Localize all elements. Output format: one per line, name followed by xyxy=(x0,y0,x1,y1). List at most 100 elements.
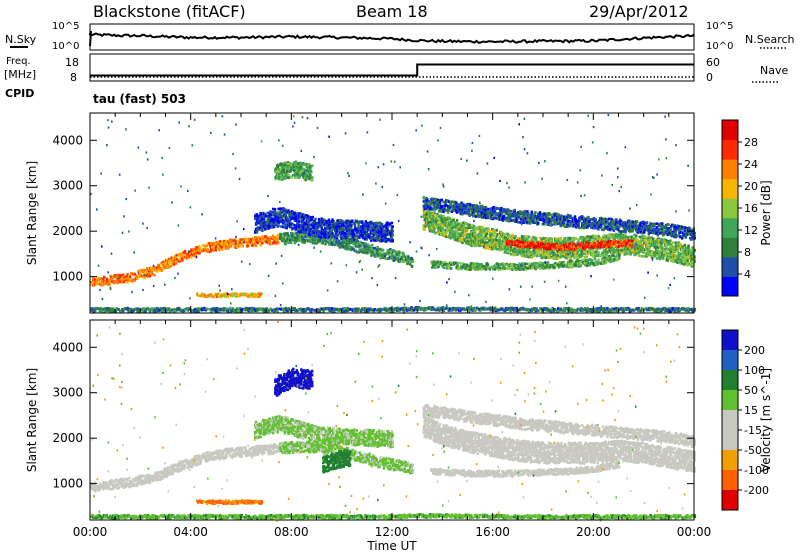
range-cell xyxy=(96,276,100,280)
range-cell xyxy=(633,237,636,241)
range-cell xyxy=(399,256,402,259)
range-cell xyxy=(124,278,127,282)
range-cell xyxy=(387,252,390,256)
range-cell xyxy=(482,227,485,231)
range-cell xyxy=(566,252,569,256)
range-cell xyxy=(349,246,352,249)
range-cell xyxy=(586,252,589,256)
range-cell xyxy=(503,233,506,237)
range-cell xyxy=(271,237,274,240)
range-cell xyxy=(496,233,499,236)
range-cell xyxy=(493,231,497,235)
range-cell xyxy=(203,247,207,251)
range-cell xyxy=(281,239,284,243)
range-cell xyxy=(444,228,447,232)
range-cell xyxy=(620,249,623,252)
range-cell xyxy=(573,249,577,253)
freq-panel-frame xyxy=(89,53,695,82)
range-cell xyxy=(461,227,464,230)
range-cell xyxy=(644,239,647,242)
range-cell xyxy=(219,242,223,245)
range-cell xyxy=(264,240,268,244)
range-cell xyxy=(345,248,349,251)
range-cell xyxy=(648,246,651,250)
range-cell xyxy=(461,241,464,245)
range-cell xyxy=(634,248,637,251)
range-cell xyxy=(147,275,150,278)
range-cell xyxy=(437,221,440,224)
range-cell xyxy=(641,239,644,242)
range-cell xyxy=(476,233,479,237)
freq-panel: Freq. [MHz] 18 8 60 0 Nave CPID tau (fas… xyxy=(4,53,788,106)
range-cell xyxy=(91,281,94,284)
range-cell xyxy=(401,251,405,255)
range-cell xyxy=(608,237,611,241)
range-cell xyxy=(275,235,278,239)
range-cell xyxy=(443,222,446,225)
range-cell xyxy=(573,256,576,260)
range-cell xyxy=(165,260,169,263)
range-cell xyxy=(424,225,427,228)
range-cell xyxy=(175,258,179,261)
range-cell xyxy=(298,239,301,243)
range-cell xyxy=(180,255,183,259)
range-cell xyxy=(238,241,242,244)
range-cell xyxy=(623,253,626,256)
range-cell xyxy=(504,236,507,240)
range-cell xyxy=(110,276,113,279)
range-cell xyxy=(630,235,633,239)
range-cell xyxy=(197,247,200,250)
range-cell xyxy=(500,247,504,250)
range-cell xyxy=(618,235,622,238)
range-cell xyxy=(467,209,470,213)
range-cell xyxy=(300,239,304,243)
range-cell xyxy=(434,231,437,235)
range-cell xyxy=(254,242,257,245)
range-cell xyxy=(555,240,559,243)
nave-ytick-60: 60 xyxy=(706,56,720,69)
range-cell xyxy=(512,253,515,257)
range-cell xyxy=(686,259,689,262)
range-cell xyxy=(387,248,390,252)
range-cell xyxy=(522,250,525,253)
range-cell xyxy=(448,217,452,220)
range-cell xyxy=(624,230,627,234)
range-cell xyxy=(658,250,661,253)
range-cell xyxy=(440,214,443,218)
range-cell xyxy=(232,242,235,246)
range-cell xyxy=(428,216,432,219)
range-cell xyxy=(280,233,283,236)
range-cell xyxy=(442,266,446,270)
range-cell xyxy=(544,223,547,226)
range-cell xyxy=(94,281,98,284)
range-cell xyxy=(181,257,184,260)
range-cell xyxy=(432,229,435,233)
range-cell xyxy=(189,254,192,257)
range-cell xyxy=(273,239,277,243)
range-cell xyxy=(152,268,155,272)
range-cell xyxy=(658,257,661,260)
range-cell xyxy=(161,262,164,265)
range-cell xyxy=(167,261,171,264)
range-cell xyxy=(354,241,358,244)
range-cell xyxy=(224,247,227,250)
range-cell xyxy=(306,234,309,237)
range-cell xyxy=(615,236,618,239)
range-cell xyxy=(457,232,461,236)
range-cell xyxy=(491,230,495,234)
range-cell xyxy=(464,207,468,210)
range-cell xyxy=(361,246,364,250)
range-cell xyxy=(422,196,425,199)
range-cell xyxy=(347,247,351,251)
range-cell xyxy=(174,254,177,258)
range-cell xyxy=(441,227,444,230)
range-cell xyxy=(122,275,126,278)
range-cell xyxy=(617,249,621,252)
range-cell xyxy=(645,241,648,245)
range-cell xyxy=(635,220,639,223)
range-cell xyxy=(364,242,368,245)
range-cell xyxy=(206,248,209,252)
range-cell xyxy=(454,234,457,238)
range-cell xyxy=(480,230,483,233)
range-cell xyxy=(505,244,508,247)
